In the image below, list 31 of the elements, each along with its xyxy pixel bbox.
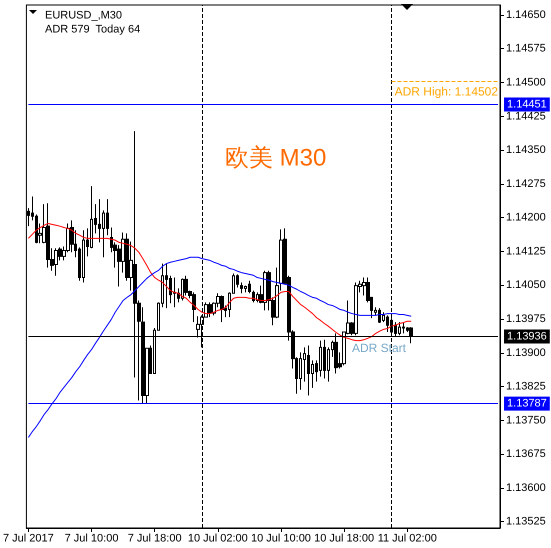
y-tick-label: 1.14425 (506, 110, 546, 122)
ref-line-label: 1.13936 (507, 330, 547, 343)
y-tick-label: 1.13975 (506, 312, 546, 325)
annotation: ADR Start (352, 341, 407, 355)
annotation: 欧美 M30 (225, 144, 326, 172)
y-tick-label: 1.14350 (506, 144, 546, 156)
x-tick-label: 7 Jul 2017 (2, 532, 54, 544)
y-tick-label: 1.13750 (506, 414, 546, 426)
y-tick-label: 1.14050 (506, 279, 546, 292)
y-tick-label: 1.14500 (506, 76, 546, 88)
y-tick-label: 1.14575 (506, 42, 546, 55)
y-tick-label: 1.14125 (506, 245, 546, 258)
ref-line-label: ADR High: 1.14502 (394, 84, 498, 99)
x-tick-label: 11 Jul 02:00 (378, 532, 437, 544)
y-tick-label: 1.13900 (506, 346, 546, 359)
y-tick-label: 1.13525 (506, 516, 546, 528)
ref-line-label: 1.13787 (507, 398, 547, 410)
x-tick-label: 7 Jul 18:00 (128, 532, 182, 544)
x-tick-label: 10 Jul 10:00 (250, 532, 311, 544)
ref-line-label: 1.14451 (507, 98, 547, 111)
y-tick-label: 1.14200 (506, 212, 546, 224)
y-tick-label: 1.14275 (506, 178, 546, 190)
x-tick-label: 10 Jul 18:00 (314, 532, 374, 544)
y-tick-label: 1.13600 (506, 482, 546, 494)
text: ADR 579 Today 64 (45, 24, 140, 36)
y-tick-label: 1.13825 (506, 380, 546, 393)
y-tick-label: 1.14650 (506, 8, 546, 21)
chart-title: EURUSD_,M30 (45, 10, 122, 22)
x-tick-label: 7 Jul 10:00 (64, 532, 118, 544)
y-tick-label: 1.13675 (506, 448, 546, 460)
x-tick-label: 10 Jul 02:00 (188, 532, 248, 544)
